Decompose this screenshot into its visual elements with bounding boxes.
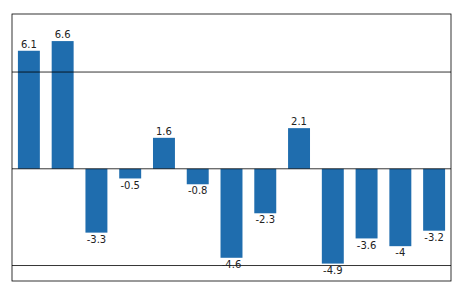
data-label: 2.1 <box>291 116 307 127</box>
bar <box>254 169 276 214</box>
bar <box>221 169 243 258</box>
bars <box>18 41 445 263</box>
data-label: 1.6 <box>156 126 172 137</box>
grid-line <box>12 168 451 169</box>
data-label: -4 <box>395 247 405 258</box>
plot-frame <box>12 14 451 281</box>
data-label: -3.3 <box>87 234 107 245</box>
chart-container: 6.1 6.6 -3.3 -0.5 1.6 -0.8 -4.6 -2.3 2.1 -4.9 -3.6… <box>0 0 463 295</box>
data-label: -0.8 <box>188 185 208 196</box>
bar <box>153 138 175 169</box>
grid <box>12 72 451 265</box>
data-label: -4.9 <box>323 265 343 276</box>
bar <box>389 169 411 246</box>
data-label: -4.6 <box>222 259 242 270</box>
bar <box>288 128 310 169</box>
grid-line <box>12 72 451 73</box>
chart-svg: 6.1 6.6 -3.3 -0.5 1.6 -0.8 -4.6 -2.3 2.1 -4.9 -3.6… <box>0 0 463 295</box>
bar <box>52 41 74 169</box>
bar <box>85 169 107 233</box>
data-labels: 6.1 6.6 -3.3 -0.5 1.6 -0.8 -4.6 -2.3 2.1 -4.9 -3.6… <box>21 29 444 276</box>
bar <box>119 169 141 179</box>
data-label: 6.1 <box>21 39 37 50</box>
data-label: 6.6 <box>55 29 71 40</box>
plot-background <box>12 14 451 281</box>
bar <box>18 51 40 169</box>
bar <box>322 169 344 264</box>
data-label: -3.2 <box>424 232 444 243</box>
data-label: -0.5 <box>120 180 140 191</box>
bar <box>187 169 209 184</box>
bar <box>423 169 445 231</box>
bar <box>356 169 378 239</box>
data-label: -2.3 <box>256 214 276 225</box>
data-label: -3.6 <box>357 240 377 251</box>
